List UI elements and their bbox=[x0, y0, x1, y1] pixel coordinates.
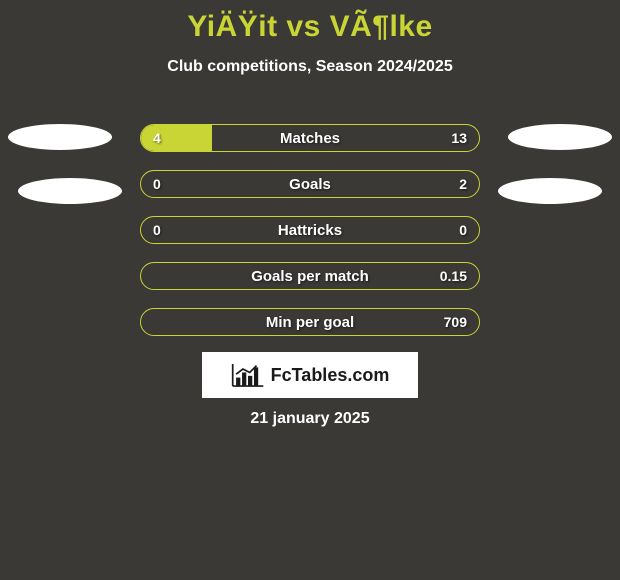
player-left-oval-2 bbox=[18, 178, 122, 204]
row-mpg: Min per goal 709 bbox=[140, 308, 480, 336]
player-right-oval-2 bbox=[498, 178, 602, 204]
row-hattricks: 0 Hattricks 0 bbox=[140, 216, 480, 244]
bar-chart-icon bbox=[231, 362, 265, 388]
footer-date: 21 january 2025 bbox=[0, 410, 620, 428]
row-hattricks-val-right: 0 bbox=[459, 217, 467, 243]
row-gpm-label: Goals per match bbox=[141, 263, 479, 289]
page-title: YiÄŸit vs VÃ¶lke bbox=[0, 0, 620, 44]
comparison-rows: 4 Matches 13 0 Goals 2 0 Hattricks 0 Goa… bbox=[140, 124, 480, 354]
row-goals: 0 Goals 2 bbox=[140, 170, 480, 198]
row-goals-label: Goals bbox=[141, 171, 479, 197]
player-right-oval-1 bbox=[508, 124, 612, 150]
row-hattricks-label: Hattricks bbox=[141, 217, 479, 243]
page-subtitle: Club competitions, Season 2024/2025 bbox=[0, 58, 620, 76]
row-mpg-val-right: 709 bbox=[444, 309, 467, 335]
fctables-logo-text: FcTables.com bbox=[271, 365, 390, 386]
row-matches-label: Matches bbox=[141, 125, 479, 151]
row-goals-val-right: 2 bbox=[459, 171, 467, 197]
row-gpm-val-right: 0.15 bbox=[440, 263, 467, 289]
player-left-oval-1 bbox=[8, 124, 112, 150]
row-gpm: Goals per match 0.15 bbox=[140, 262, 480, 290]
fctables-logo[interactable]: FcTables.com bbox=[202, 352, 418, 398]
row-matches-val-right: 13 bbox=[451, 125, 467, 151]
row-matches: 4 Matches 13 bbox=[140, 124, 480, 152]
comparison-card: YiÄŸit vs VÃ¶lke Club competitions, Seas… bbox=[0, 0, 620, 580]
row-mpg-label: Min per goal bbox=[141, 309, 479, 335]
